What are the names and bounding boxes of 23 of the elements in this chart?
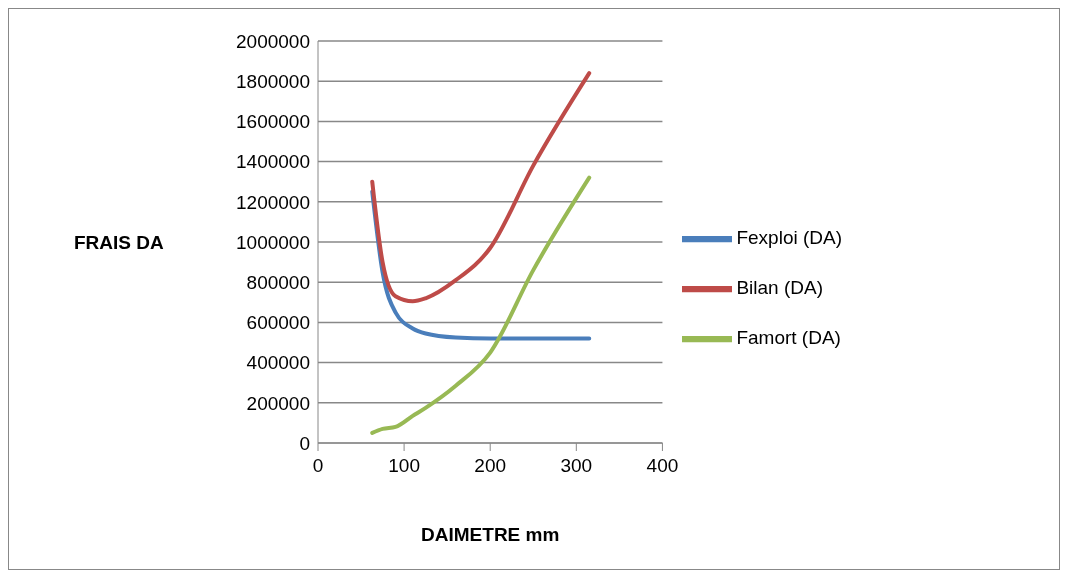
legend-label: Bilan (DA)	[736, 277, 823, 299]
y-tick-label: 1200000	[236, 191, 310, 213]
line-series	[370, 175, 592, 435]
y-tick-label: 400000	[246, 352, 310, 374]
y-axis-title: FRAIS DA	[74, 231, 164, 253]
legend-label: Famort (DA)	[736, 327, 841, 349]
y-tick-label: 1600000	[236, 111, 310, 133]
line-series	[370, 71, 592, 304]
y-tick-label: 800000	[246, 271, 310, 293]
y-tick-label: 2000000	[236, 30, 310, 52]
x-tick-label: 300	[560, 455, 593, 477]
x-tick-label: 400	[646, 455, 679, 477]
y-tick-label: 1400000	[236, 151, 310, 173]
y-tick-label: 600000	[246, 312, 310, 334]
x-tick-label: 200	[474, 455, 507, 477]
x-tick-label: 100	[388, 455, 420, 477]
legend-label: Fexploi (DA)	[736, 227, 842, 249]
y-tick-label: 1800000	[236, 70, 310, 92]
y-tick-label: 1000000	[236, 231, 310, 253]
x-tick-label: 0	[312, 455, 324, 477]
y-tick-label: 0	[299, 432, 310, 454]
x-axis-title: DAIMETRE mm	[421, 524, 560, 545]
y-tick-label: 200000	[246, 392, 310, 414]
